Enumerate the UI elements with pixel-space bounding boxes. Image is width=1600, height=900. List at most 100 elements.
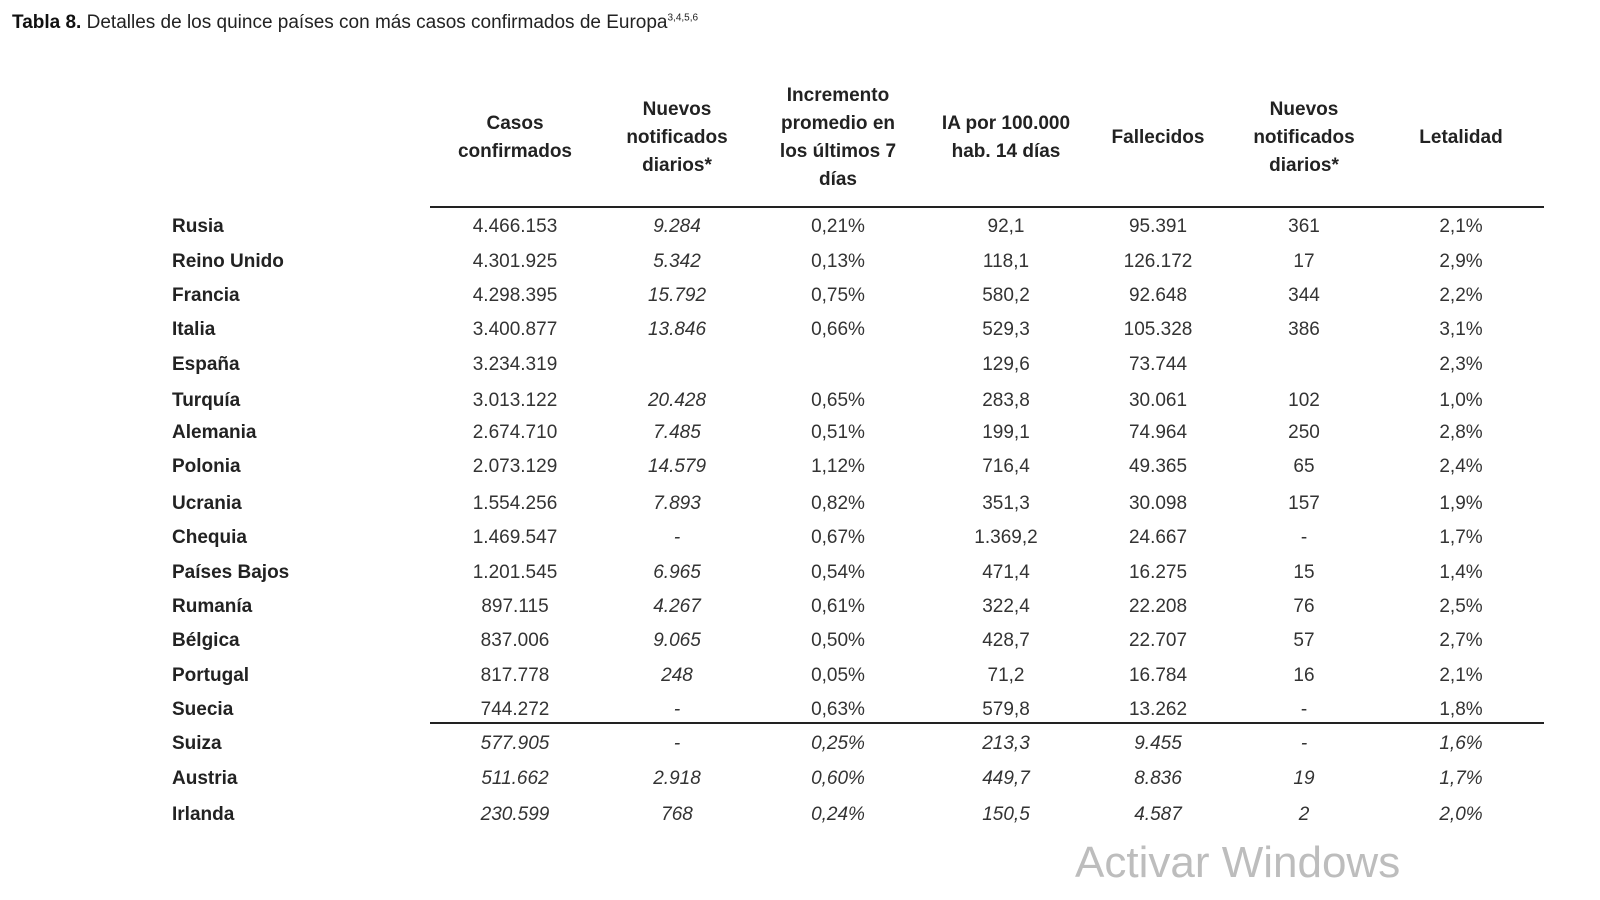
country-name: Italia [172, 319, 216, 340]
cell-fallecidos: 30.098 [1128, 493, 1188, 514]
cell-incremento-7-dias: 0,24% [811, 804, 865, 825]
cell-nuevos-notificados: 768 [661, 804, 693, 825]
table-row: Chequia 1.469.547 - 0,67% 1.369,2 24.667 - 1,7% [0, 523, 1600, 553]
country-name: Chequia [172, 527, 247, 548]
country-name: Bélgica [172, 630, 240, 651]
cell-fallecidos: 105.328 [1123, 319, 1193, 340]
country-name: Alemania [172, 422, 257, 443]
cell-casos-confirmados: 3.400.877 [472, 319, 558, 340]
cell-nuevos-notificados: - [673, 527, 681, 548]
table-caption: Tabla 8. Detalles de los quince países c… [12, 12, 698, 34]
cell-incremento-7-dias: 0,13% [811, 251, 865, 272]
header-nuevos-notificados: Nuevos notificados diarios* [626, 99, 728, 176]
cell-nuevos-notificados: 20.428 [647, 390, 707, 411]
cell-nuevos-fallecidos: - [1300, 699, 1308, 720]
cell-incremento-7-dias: 0,63% [811, 699, 865, 720]
cell-nuevos-fallecidos: 344 [1288, 285, 1320, 306]
header-rule [430, 206, 1544, 208]
cell-letalidad: 1,0% [1439, 390, 1483, 411]
cell-nuevos-notificados: 248 [661, 665, 693, 686]
cell-ia-14-dias: 71,2 [987, 665, 1025, 686]
cell-ia-14-dias: 129,6 [982, 354, 1030, 375]
cell-casos-confirmados: 1.469.547 [472, 527, 558, 548]
cell-ia-14-dias: 1.369,2 [974, 527, 1038, 548]
cell-casos-confirmados: 577.905 [480, 733, 550, 754]
header-casos-confirmados: Casos confirmados [457, 113, 573, 162]
cell-nuevos-notificados: - [673, 699, 681, 720]
cell-ia-14-dias: 449,7 [982, 768, 1030, 789]
cell-letalidad: 2,5% [1439, 596, 1483, 617]
cell-casos-confirmados: 2.674.710 [472, 422, 558, 443]
cell-letalidad: 2,4% [1439, 456, 1483, 477]
country-name: Rumanía [172, 596, 253, 617]
cell-ia-14-dias: 92,1 [987, 216, 1025, 237]
table-row: Ucrania 1.554.256 7.893 0,82% 351,3 30.098 157… [0, 489, 1600, 519]
cell-nuevos-fallecidos: 250 [1288, 422, 1320, 443]
cell-letalidad: 2,0% [1439, 804, 1483, 825]
cell-nuevos-fallecidos: 15 [1293, 562, 1315, 583]
country-name: Rusia [172, 216, 224, 237]
cell-letalidad: 2,7% [1439, 630, 1483, 651]
cell-nuevos-fallecidos: 102 [1288, 390, 1320, 411]
cell-incremento-7-dias: 0,51% [811, 422, 865, 443]
cell-nuevos-fallecidos: - [1300, 733, 1308, 754]
cell-incremento-7-dias: 0,67% [811, 527, 865, 548]
cell-fallecidos: 126.172 [1123, 251, 1193, 272]
country-name: Francia [172, 285, 240, 306]
table-row: Países Bajos 1.201.545 6.965 0,54% 471,4 16.2… [0, 558, 1600, 588]
cell-incremento-7-dias: 0,54% [811, 562, 865, 583]
header-incremento-7-dias: Incremento promedio en los últimos 7 día… [779, 85, 897, 190]
cell-nuevos-notificados: 14.579 [647, 456, 707, 477]
cell-incremento-7-dias: 0,25% [811, 733, 865, 754]
cell-ia-14-dias: 322,4 [982, 596, 1030, 617]
cell-nuevos-notificados: 5.342 [653, 251, 701, 272]
cell-letalidad: 2,3% [1439, 354, 1483, 375]
cell-ia-14-dias: 150,5 [982, 804, 1030, 825]
country-name: Países Bajos [172, 562, 290, 583]
table-row: Italia 3.400.877 13.846 0,66% 529,3 105.328 38… [0, 315, 1600, 345]
cell-fallecidos: 4.587 [1134, 804, 1182, 825]
country-name: Polonia [172, 456, 241, 477]
cell-fallecidos: 24.667 [1128, 527, 1188, 548]
cell-letalidad: 2,2% [1439, 285, 1483, 306]
country-name: Suiza [172, 733, 222, 754]
cell-nuevos-fallecidos: 19 [1293, 768, 1315, 789]
cell-fallecidos: 73.744 [1128, 354, 1188, 375]
caption-text: Detalles de los quince países con más ca… [81, 12, 668, 33]
cell-fallecidos: 13.262 [1128, 699, 1188, 720]
cell-casos-confirmados: 817.778 [480, 665, 550, 686]
cell-incremento-7-dias: 0,66% [811, 319, 865, 340]
cell-incremento-7-dias: 0,82% [811, 493, 865, 514]
cell-incremento-7-dias: 0,21% [811, 216, 865, 237]
table-row: Irlanda 230.599 768 0,24% 150,5 4.587 2 2,0% [0, 800, 1600, 830]
cell-incremento-7-dias: 0,65% [811, 390, 865, 411]
cell-incremento-7-dias: 0,60% [811, 768, 865, 789]
cell-casos-confirmados: 4.301.925 [472, 251, 558, 272]
cell-incremento-7-dias: 0,75% [811, 285, 865, 306]
cell-nuevos-notificados: 6.965 [653, 562, 701, 583]
cell-ia-14-dias: 579,8 [982, 699, 1030, 720]
table-row: España 3.234.319 129,6 73.744 2,3% [0, 350, 1600, 380]
table-row: Portugal 817.778 248 0,05% 71,2 16.784 16 2,1% [0, 661, 1600, 691]
country-name: Reino Unido [172, 251, 284, 272]
cell-ia-14-dias: 351,3 [982, 493, 1030, 514]
cell-incremento-7-dias: 0,05% [811, 665, 865, 686]
references: 3,4,5,6 [667, 12, 699, 24]
cell-letalidad: 2,1% [1439, 665, 1483, 686]
cell-fallecidos: 30.061 [1128, 390, 1188, 411]
cell-fallecidos: 8.836 [1134, 768, 1182, 789]
cell-casos-confirmados: 4.466.153 [472, 216, 558, 237]
cell-casos-confirmados: 511.662 [481, 768, 549, 789]
cell-nuevos-notificados: 2.918 [653, 768, 701, 789]
cell-letalidad: 1,9% [1439, 493, 1483, 514]
cell-letalidad: 1,7% [1439, 527, 1483, 548]
cell-casos-confirmados: 230.599 [480, 804, 550, 825]
cell-nuevos-fallecidos: 2 [1298, 804, 1310, 825]
table-number: Tabla 8. [12, 12, 82, 33]
cell-nuevos-notificados: 13.846 [647, 319, 707, 340]
country-name: Austria [172, 768, 238, 789]
cell-letalidad: 2,1% [1439, 216, 1483, 237]
top15-separator-rule [430, 722, 1544, 724]
cell-nuevos-notificados: 9.065 [653, 630, 701, 651]
cell-casos-confirmados: 744.272 [480, 699, 550, 720]
